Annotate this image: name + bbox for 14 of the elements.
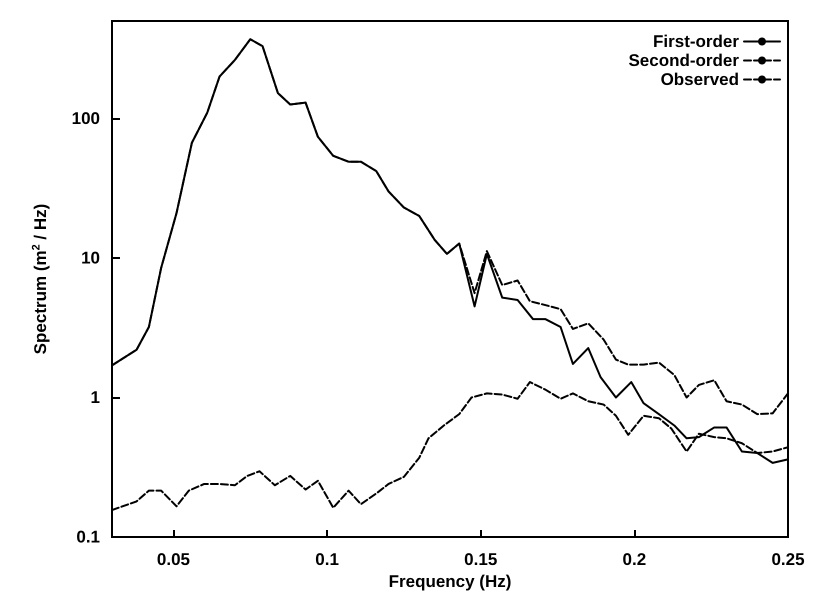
x-tick-label: 0.25 (771, 550, 805, 569)
x-tick-label: 0.1 (315, 550, 339, 569)
x-axis-title: Frequency (Hz) (388, 572, 512, 591)
y-tick-label: 100 (72, 109, 100, 128)
x-tick-label: 0.15 (464, 550, 498, 569)
legend-label: Observed (660, 70, 739, 89)
x-tick-label: 0.2 (622, 550, 646, 569)
y-tick-label: 10 (81, 248, 100, 268)
y-axis-title: Spectrum (m2 / Hz) (30, 204, 50, 354)
y-tick-label: 1 (90, 388, 100, 407)
x-tick-label: 0.05 (156, 550, 190, 569)
legend-label: First-order (653, 32, 740, 51)
legend-label: Second-order (628, 51, 740, 70)
y-tick-label: 0.1 (76, 528, 100, 546)
